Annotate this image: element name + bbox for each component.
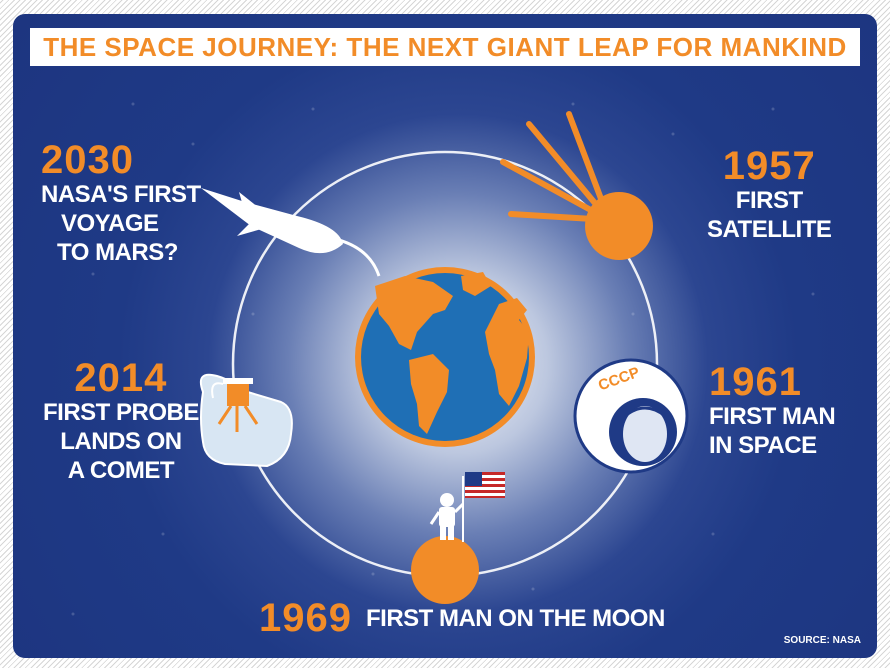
scene-illustration: CCCP bbox=[71, 102, 815, 616]
milestone-1957: 1957 FIRST SATELLITE bbox=[707, 144, 832, 244]
milestone-desc: FIRST PROBE bbox=[43, 399, 199, 426]
milestone-1961: 1961 FIRST MAN IN SPACE bbox=[709, 360, 836, 460]
milestone-year: 1969 bbox=[259, 596, 352, 640]
milestone-2030: 2030 NASA'S FIRST VOYAGE TO MARS? bbox=[41, 140, 201, 267]
milestone-desc: LANDS ON bbox=[60, 428, 182, 455]
page-title: THE SPACE JOURNEY: THE NEXT GIANT LEAP F… bbox=[43, 31, 847, 62]
infographic-panel: THE SPACE JOURNEY: THE NEXT GIANT LEAP F… bbox=[13, 14, 877, 658]
milestone-year: 2030 bbox=[41, 138, 134, 182]
spacecraft-icon bbox=[201, 188, 381, 277]
milestone-desc: VOYAGE bbox=[61, 210, 159, 237]
comet-probe-icon bbox=[199, 373, 293, 468]
milestone-desc: SATELLITE bbox=[707, 216, 832, 243]
star-field bbox=[71, 102, 815, 616]
milestone-desc: FIRST MAN bbox=[709, 403, 836, 430]
milestone-desc: TO MARS? bbox=[57, 239, 178, 266]
milestone-year: 1961 bbox=[709, 360, 802, 404]
milestone-1969: 1969 FIRST MAN ON THE MOON bbox=[259, 598, 665, 638]
title-banner: THE SPACE JOURNEY: THE NEXT GIANT LEAP F… bbox=[30, 28, 860, 66]
milestone-desc: FIRST MAN ON THE MOON bbox=[365, 604, 665, 632]
milestone-desc: IN SPACE bbox=[709, 432, 817, 459]
source-credit: SOURCE: NASA bbox=[783, 635, 861, 646]
milestone-year: 2014 bbox=[74, 356, 168, 400]
milestone-desc: NASA'S FIRST bbox=[41, 181, 201, 208]
moon-astronaut-icon bbox=[411, 472, 505, 604]
sputnik-icon bbox=[500, 111, 653, 260]
milestone-2014: 2014 FIRST PROBE LANDS ON A COMET bbox=[43, 358, 199, 485]
milestone-desc: FIRST bbox=[735, 187, 803, 214]
milestone-year: 1957 bbox=[722, 144, 816, 188]
earth-icon bbox=[355, 267, 535, 447]
milestone-desc: A COMET bbox=[67, 457, 175, 484]
cosmonaut-icon: CCCP bbox=[573, 358, 689, 474]
